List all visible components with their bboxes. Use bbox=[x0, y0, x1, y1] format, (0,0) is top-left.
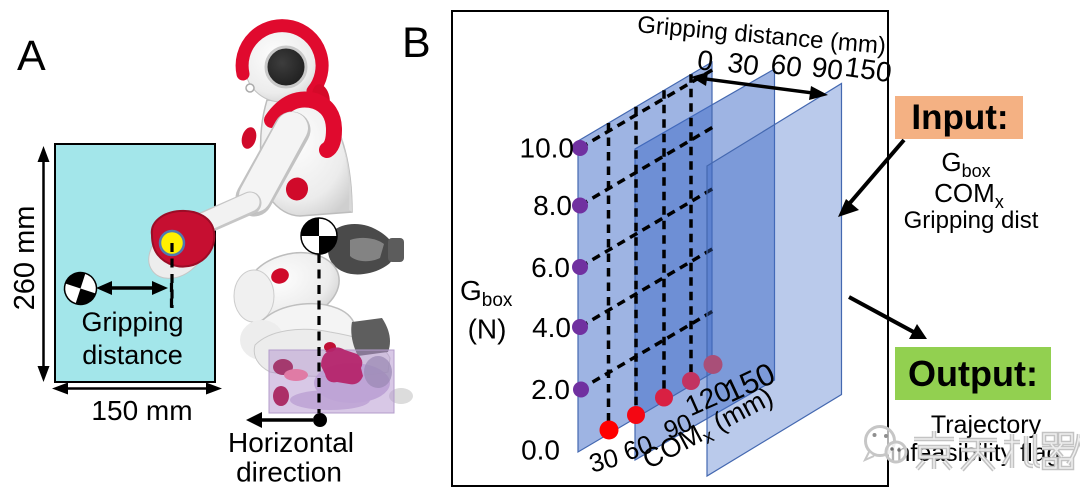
svg-text:(N): (N) bbox=[468, 314, 507, 345]
svg-text:6.0: 6.0 bbox=[531, 252, 570, 283]
svg-text:150 mm: 150 mm bbox=[91, 395, 192, 426]
svg-text:Gbox: Gbox bbox=[941, 147, 990, 181]
svg-text:COMx: COMx bbox=[934, 178, 1004, 212]
svg-text:90: 90 bbox=[810, 51, 845, 86]
svg-text:A: A bbox=[17, 32, 46, 80]
svg-text:0: 0 bbox=[695, 44, 715, 77]
svg-text:260 mm: 260 mm bbox=[9, 206, 41, 311]
svg-text:8.0: 8.0 bbox=[533, 190, 572, 221]
svg-text:B: B bbox=[402, 19, 431, 67]
svg-text:Gripping: Gripping bbox=[81, 307, 183, 337]
svg-text:Gripping dist: Gripping dist bbox=[904, 207, 1039, 234]
svg-text:Input:: Input: bbox=[911, 98, 1008, 137]
svg-text:distance: distance bbox=[82, 340, 183, 370]
svg-text:4.0: 4.0 bbox=[532, 312, 571, 343]
svg-text:30: 30 bbox=[726, 47, 761, 82]
svg-text:Horizontal: Horizontal bbox=[228, 427, 354, 458]
svg-text:60: 60 bbox=[769, 48, 804, 83]
svg-text:Output:: Output: bbox=[908, 353, 1038, 394]
svg-text:150: 150 bbox=[843, 51, 894, 88]
svg-text:Trajectory: Trajectory bbox=[931, 411, 1042, 439]
svg-text:10.0: 10.0 bbox=[520, 133, 575, 164]
svg-text:0.0: 0.0 bbox=[521, 435, 560, 466]
svg-text:direction: direction bbox=[236, 457, 342, 488]
svg-text:Gbox: Gbox bbox=[460, 275, 513, 311]
svg-text:2.0: 2.0 bbox=[531, 374, 570, 405]
